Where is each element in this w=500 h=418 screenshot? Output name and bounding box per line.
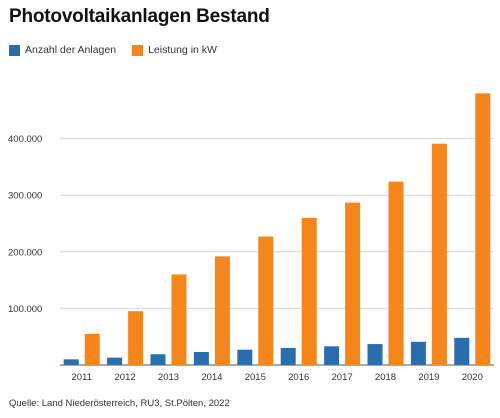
legend-swatch-count — [9, 44, 20, 56]
bar-count — [150, 354, 166, 365]
bar-power — [475, 93, 491, 365]
bar-count — [193, 351, 209, 365]
bar-power — [128, 311, 144, 365]
source-note: Quelle: Land Niederösterreich, RU3, St.P… — [9, 398, 230, 409]
bar-count — [324, 346, 340, 365]
bar-count — [280, 348, 296, 365]
y-tick-label: 200.000 — [8, 247, 42, 258]
bar-power — [84, 333, 100, 365]
legend-label-power: Leistung in kW — [148, 44, 217, 56]
bar-count — [63, 359, 79, 365]
bar-power — [214, 256, 230, 365]
bar-power — [171, 274, 187, 365]
chart-title: Photovoltaikanlagen Bestand — [9, 6, 270, 27]
x-tick-label: 2018 — [375, 372, 396, 383]
bar-count — [410, 341, 426, 365]
x-tick-label: 2020 — [462, 372, 483, 383]
legend-label-count: Anzahl der Anlagen — [25, 44, 117, 56]
x-tick-label: 2016 — [288, 372, 309, 383]
bar-power — [388, 181, 404, 365]
bar-chart: 100.000 200.000 300.000 400.000 2011 2012 2013… — [8, 93, 494, 383]
y-tick-label: 400.000 — [8, 134, 42, 145]
x-tick-label: 2014 — [201, 372, 222, 383]
bar-count — [454, 337, 470, 365]
y-tick-label: 300.000 — [8, 191, 42, 202]
chart-legend: Anzahl der Anlagen Leistung in kW — [9, 44, 233, 56]
x-tick-label: 2017 — [332, 372, 353, 383]
bar-power — [258, 236, 274, 365]
x-tick-label: 2012 — [115, 372, 136, 383]
x-tick-label: 2013 — [158, 372, 179, 383]
x-tick-label: 2011 — [71, 372, 91, 383]
bar-power — [431, 143, 447, 365]
bar-power — [301, 217, 317, 365]
legend-swatch-power — [132, 44, 144, 56]
bar-power — [345, 202, 361, 365]
y-tick-label: 100.000 — [8, 304, 42, 315]
x-tick-label: 2015 — [245, 372, 266, 383]
bar-count — [237, 349, 253, 365]
legend-item-count: Anzahl der Anlagen — [9, 44, 116, 56]
bar-count — [367, 344, 383, 365]
x-tick-label: 2019 — [418, 372, 439, 383]
bar-count — [107, 357, 123, 365]
legend-item-power: Leistung in kW — [132, 44, 217, 56]
